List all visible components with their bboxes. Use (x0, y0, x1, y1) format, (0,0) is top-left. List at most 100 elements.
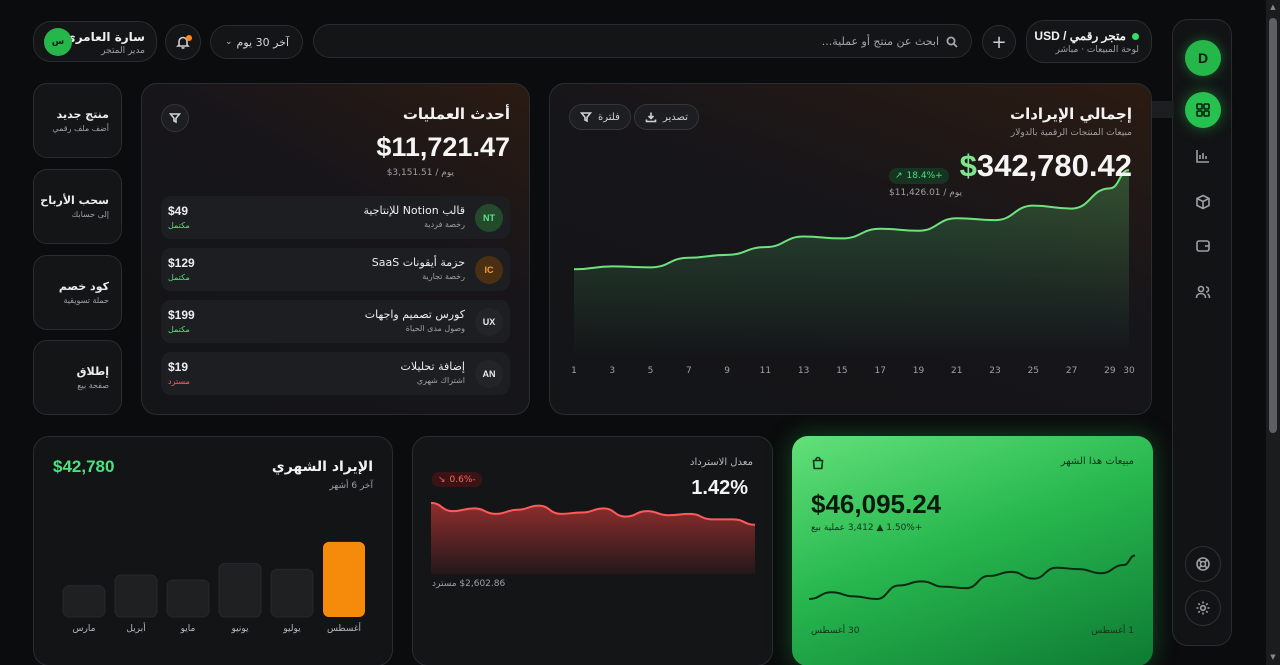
box-icon[interactable] (1185, 184, 1221, 220)
product-name: قالب Notion للإنتاجية (363, 204, 465, 217)
x-tick-label: 19 (913, 366, 925, 376)
bar (270, 568, 314, 618)
analytics-icon[interactable] (1185, 138, 1221, 174)
x-tick-label: 13 (798, 366, 809, 376)
revenue-title: إجمالي الإيرادات (1010, 105, 1132, 123)
product-name: كورس تصميم واجهات (364, 308, 465, 321)
transaction-row[interactable]: UX كورس تصميم واجهات وصول مدى الحياة $19… (161, 300, 510, 343)
search-placeholder: ابحث عن منتج أو عملية... (821, 35, 939, 48)
transaction-row[interactable]: IC حزمة أيقونات SaaS رخصة تجارية $129 مك… (161, 248, 510, 291)
bell-icon (176, 36, 190, 49)
action-title: سحب الأرباح (40, 194, 109, 207)
filter-button[interactable]: فلترة (569, 104, 631, 130)
x-tick-label: 29 (1104, 366, 1116, 376)
revenue-card: 1 3 5 7 9 11 13 15 17 19 21 23 25 27 29 30 إجمالي الإير… (549, 83, 1152, 415)
x-tick-label: 7 (686, 366, 692, 376)
action-title: كود خصم (58, 280, 109, 293)
refund-note: $2,602.86 مسترد (432, 579, 506, 589)
refund-rate: 1.42% (691, 477, 748, 499)
plus-icon: + (991, 31, 1007, 53)
notification-dot (186, 35, 192, 41)
revenue-area (574, 170, 1129, 356)
x-tick-label: 1 (571, 366, 577, 376)
store-selector[interactable]: متجر رقمي / USD لوحة المبيعات · مباشر (1026, 20, 1152, 63)
notifications-button[interactable] (165, 24, 201, 60)
transaction-status: مكتمل (168, 325, 190, 334)
sales-date-end: 30 أغسطس (811, 626, 860, 636)
revenue-currency: $ (959, 148, 977, 183)
add-button[interactable]: + (982, 25, 1016, 59)
scroll-up-arrow[interactable]: ▲ (1270, 3, 1276, 11)
refund-change-badge: -0.6% ↘ (432, 472, 482, 487)
sales-date-start: 1 أغسطس (1091, 626, 1134, 636)
arrow-up-right-icon: ↗ (895, 171, 903, 181)
wallet-icon[interactable] (1185, 228, 1221, 264)
date-range-label: آخر 30 يوم (236, 36, 289, 49)
search-input[interactable]: ابحث عن منتج أو عملية... (313, 24, 972, 58)
page-scrollbar[interactable]: ▲ ▼ (1266, 0, 1280, 665)
withdraw-earnings-action[interactable]: سحب الأرباح إلى حسابك (33, 169, 122, 244)
revenue-total-value: 342,780.42 (976, 148, 1132, 183)
users-icon[interactable] (1185, 274, 1221, 310)
user-avatar: س (44, 28, 72, 56)
refund-chart (430, 501, 756, 574)
x-tick-label: 15 (836, 366, 847, 376)
transaction-row[interactable]: NT قالب Notion للإنتاجية رخصة فردية $49 … (161, 196, 510, 239)
bar (114, 574, 158, 618)
export-button[interactable]: تصدير (634, 104, 700, 130)
dashboard-icon[interactable] (1185, 92, 1221, 128)
user-profile[interactable]: سارة العامري مدير المتجر س (33, 21, 157, 62)
product-initials: UX (475, 308, 503, 336)
discount-code-action[interactable]: كود خصم حملة تسويقية (33, 255, 122, 330)
transactions-filter-button[interactable] (161, 104, 189, 132)
monthly-bar-chart: مارس أبريل مايو يونيو يوليو أغسطس (62, 541, 365, 634)
license-type: وصول مدى الحياة (405, 324, 465, 333)
store-subtitle: لوحة المبيعات · مباشر (1055, 45, 1139, 55)
date-range-select[interactable]: آخر 30 يوم ⌄ (210, 25, 303, 59)
download-icon (645, 112, 657, 123)
arrow-down-right-icon: ↘ (438, 474, 446, 485)
product-name: حزمة أيقونات SaaS (371, 256, 465, 269)
search-icon (946, 36, 958, 48)
x-tick-label: 27 (1066, 366, 1077, 376)
filter-icon (580, 112, 592, 123)
action-desc: إلى حسابك (71, 210, 109, 219)
transaction-row[interactable]: AN إضافة تحليلات اشتراك شهري $19 مسترد (161, 352, 510, 395)
rail-avatar-initial: D (1197, 50, 1209, 66)
monthly-sales-card: مبيعات هذا الشهر $46,095.24 +1.50% ▲ 3,4… (792, 436, 1153, 665)
scroll-down-arrow[interactable]: ▼ (1270, 653, 1276, 661)
transaction-status: مكتمل (168, 221, 190, 230)
launch-action[interactable]: إطلاق صفحة بيع (33, 340, 122, 415)
action-desc: صفحة بيع (77, 381, 109, 390)
revenue-subtitle: مبيعات المنتجات الرقمية بالدولار (1010, 128, 1132, 138)
refund-rate-card: معدل الاسترداد 1.42% -0.6% ↘ $2,602.86 مس… (412, 436, 773, 665)
bar-category-label: يونيو (230, 624, 249, 634)
action-desc: أضف ملف رقمي (52, 124, 109, 133)
chevron-down-icon: ⌄ (225, 37, 233, 47)
export-label: تصدير (663, 111, 689, 123)
settings-gear-icon[interactable] (1185, 590, 1221, 626)
monthly-subtitle: آخر 6 أشهر (329, 481, 373, 491)
new-product-action[interactable]: منتج جديد أضف ملف رقمي (33, 83, 122, 158)
bar-category-label: يوليو (282, 624, 301, 634)
x-tick-label: 3 (609, 366, 615, 376)
x-tick-label: 9 (724, 366, 730, 376)
user-name: سارة العامري (64, 30, 145, 44)
help-lifebuoy-icon[interactable] (1185, 546, 1221, 582)
action-title: إطلاق (76, 365, 109, 378)
transactions-total: $11,721.47 (376, 132, 510, 162)
license-type: رخصة تجارية (422, 272, 465, 281)
product-initials: AN (475, 360, 503, 388)
transaction-amount: $49 (168, 204, 189, 218)
monthly-amount: $42,780 (53, 457, 115, 476)
scrollbar-thumb[interactable] (1269, 18, 1277, 433)
rail-avatar[interactable]: D (1185, 40, 1221, 76)
x-tick-label: 30 (1123, 366, 1135, 376)
product-initials: IC (475, 256, 503, 284)
bar-category-label: مارس (73, 624, 96, 634)
revenue-change: +18.4% (906, 171, 943, 181)
transaction-amount: $129 (168, 256, 195, 270)
license-type: رخصة فردية (424, 220, 465, 229)
refund-area (431, 502, 755, 574)
sales-total: $46,095.24 (811, 489, 942, 519)
